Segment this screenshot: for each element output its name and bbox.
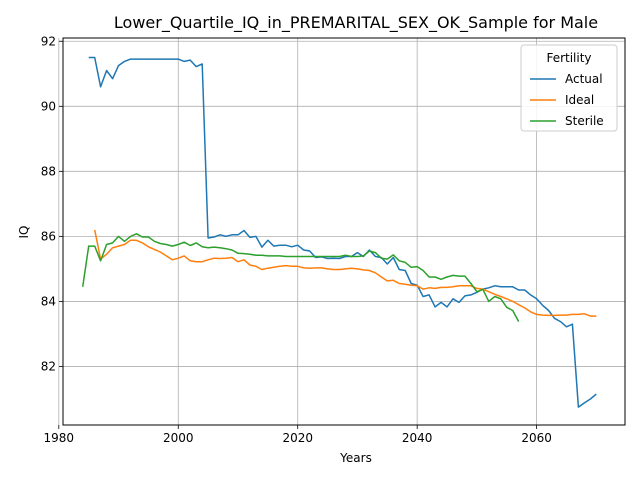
legend-box [520,44,618,132]
legend-label-actual: Actual [565,72,603,86]
legend: Fertility Actual Ideal Sterile [520,44,618,132]
x-tick-label: 1980 [44,431,75,445]
x-tick-label: 2020 [282,431,313,445]
y-tick-label: 90 [41,99,56,113]
x-tick-label: 2040 [402,431,433,445]
series-lines [81,56,597,408]
series-line-sterile [81,233,520,322]
axis-ticks: 1980 2000 2020 2040 2060 82 84 86 88 90 92 [41,34,552,445]
y-tick-label: 88 [41,164,56,178]
y-tick-label: 92 [41,34,56,48]
x-axis-label: Years [339,451,372,465]
y-tick-label: 84 [41,294,56,308]
legend-label-sterile: Sterile [565,114,604,128]
x-tick-label: 2000 [163,431,194,445]
legend-title: Fertility [546,51,591,65]
y-axis-label: IQ [17,226,31,239]
x-tick-label: 2060 [521,431,552,445]
series-line-actual [88,56,597,408]
plot-frame [62,37,626,426]
legend-label-ideal: Ideal [565,93,594,107]
y-tick-label: 86 [41,229,56,243]
chart-title: Lower_Quartile_IQ_in_PREMARITAL_SEX_OK_S… [114,13,598,33]
y-tick-label: 82 [41,359,56,373]
series-line-ideal [93,229,597,317]
